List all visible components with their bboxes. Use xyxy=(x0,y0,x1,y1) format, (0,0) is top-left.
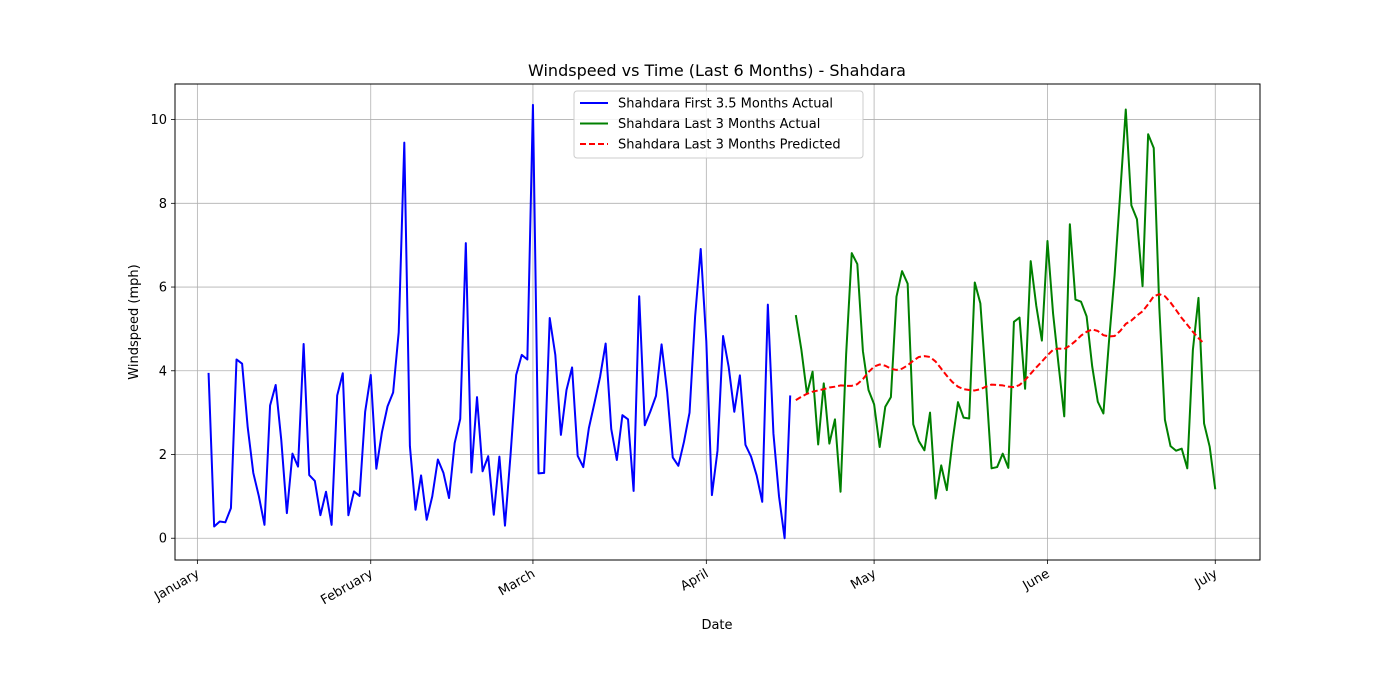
legend-label: Shahdara Last 3 Months Actual xyxy=(618,117,820,132)
y-tick-label: 2 xyxy=(159,448,167,463)
y-tick-label: 10 xyxy=(150,113,167,128)
y-tick-label: 4 xyxy=(159,364,167,379)
legend: Shahdara First 3.5 Months Actual Shahdara… xyxy=(573,90,864,159)
series-line-3 xyxy=(795,293,1205,401)
legend-box xyxy=(573,90,864,159)
y-tick-label: 6 xyxy=(159,281,167,296)
y-tick-label: 8 xyxy=(159,197,167,212)
legend-label: Shahdara Last 3 Months Predicted xyxy=(618,138,841,153)
series-lines xyxy=(207,103,1217,540)
chart-title: Windspeed vs Time (Last 6 Months) - Shah… xyxy=(528,61,906,80)
legend-label: Shahdara First 3.5 Months Actual xyxy=(618,97,833,112)
x-axis-label: Date xyxy=(701,618,732,633)
y-axis-ticks: 0 2 4 6 8 10 xyxy=(150,113,175,547)
y-axis-label: Windspeed (mph) xyxy=(127,264,142,379)
series-line-2 xyxy=(794,108,1217,500)
series-line-1 xyxy=(207,103,792,540)
y-tick-label: 0 xyxy=(159,532,167,547)
plot-frame xyxy=(174,83,1261,561)
